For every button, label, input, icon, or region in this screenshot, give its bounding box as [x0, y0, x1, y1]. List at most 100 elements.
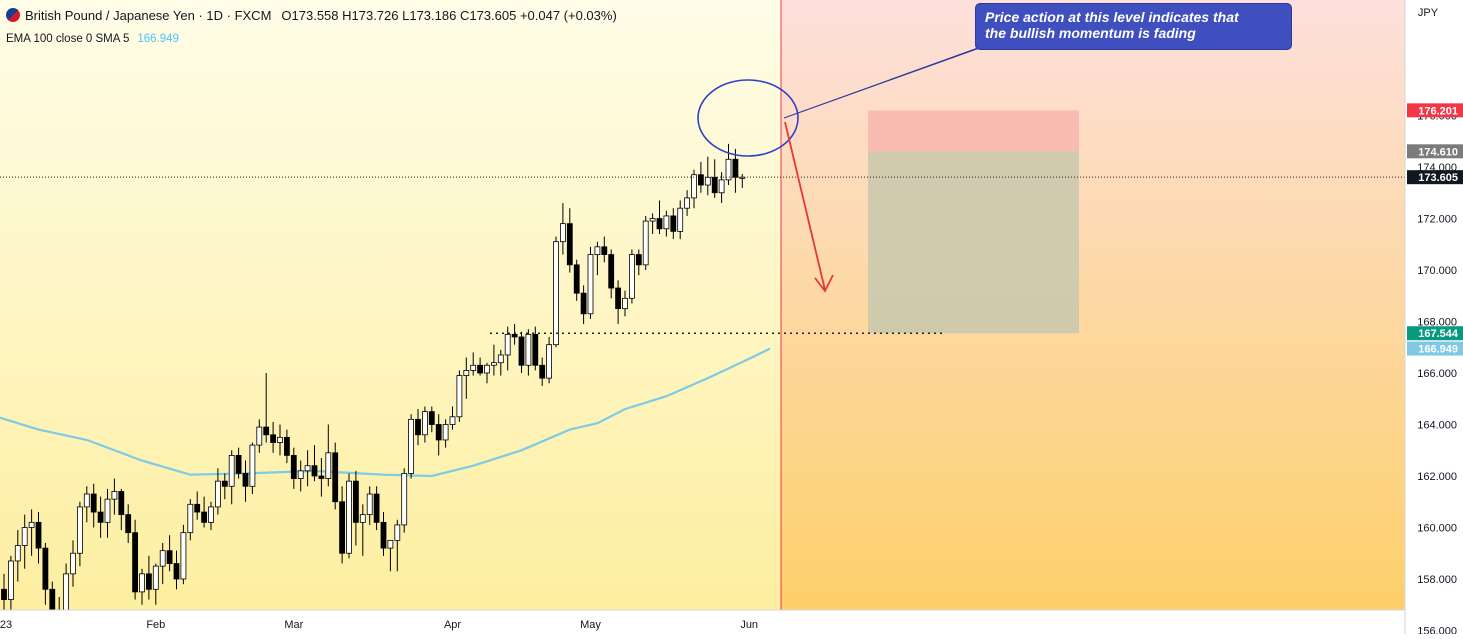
candle[interactable]: [573, 259, 580, 301]
candle[interactable]: [373, 486, 380, 531]
candle[interactable]: [139, 568, 145, 605]
candle[interactable]: [70, 540, 76, 587]
candle[interactable]: [504, 326, 511, 371]
price-tag[interactable]: [1407, 326, 1463, 341]
candle[interactable]: [180, 524, 187, 585]
candle[interactable]: [166, 535, 173, 572]
candle[interactable]: [221, 473, 228, 500]
candle[interactable]: [42, 542, 49, 605]
candle[interactable]: [442, 419, 449, 448]
candle[interactable]: [497, 349, 504, 376]
candle[interactable]: [415, 409, 421, 446]
candle[interactable]: [214, 468, 221, 515]
candle[interactable]: [339, 486, 346, 564]
candle[interactable]: [677, 200, 684, 240]
candle[interactable]: [380, 512, 387, 556]
candle[interactable]: [629, 249, 635, 304]
candle[interactable]: [518, 331, 525, 373]
annotation-callout[interactable]: Price action at this level indicates tha…: [975, 3, 1292, 50]
candle[interactable]: [615, 280, 621, 325]
candle[interactable]: [546, 336, 552, 384]
candle[interactable]: [97, 496, 104, 538]
ema-100-line[interactable]: [0, 347, 771, 478]
candle[interactable]: [90, 483, 97, 528]
candle[interactable]: [118, 488, 125, 531]
candle[interactable]: [456, 370, 463, 422]
candle[interactable]: [14, 530, 21, 582]
candle[interactable]: [125, 504, 132, 543]
symbol-title[interactable]: British Pound / Japanese Yen · 1D · FXCM: [25, 8, 272, 23]
candle[interactable]: [725, 143, 732, 186]
candle[interactable]: [256, 419, 263, 453]
candle[interactable]: [318, 457, 325, 497]
candle[interactable]: [111, 478, 118, 515]
candle[interactable]: [622, 290, 628, 317]
candle[interactable]: [553, 236, 559, 348]
candle[interactable]: [104, 488, 111, 538]
candle[interactable]: [642, 215, 649, 270]
candle[interactable]: [201, 496, 208, 528]
candle[interactable]: [325, 424, 332, 487]
candle[interactable]: [525, 329, 532, 376]
candle[interactable]: [277, 424, 283, 456]
candle[interactable]: [421, 406, 428, 443]
candle[interactable]: [152, 563, 159, 605]
candle[interactable]: [691, 169, 697, 209]
candle[interactable]: [532, 326, 539, 371]
candle[interactable]: [270, 421, 277, 453]
candle[interactable]: [304, 450, 311, 487]
candle[interactable]: [352, 470, 359, 546]
candle[interactable]: [580, 285, 587, 325]
candle[interactable]: [511, 324, 518, 345]
candle[interactable]: [346, 473, 352, 559]
candle[interactable]: [477, 357, 484, 376]
candle[interactable]: [704, 156, 711, 196]
candle[interactable]: [228, 450, 235, 505]
candle[interactable]: [332, 442, 339, 510]
indicator-legend[interactable]: EMA 100 close 0 SMA 5 166.949: [6, 33, 179, 45]
candle[interactable]: [366, 486, 373, 525]
price-tag[interactable]: [1407, 144, 1463, 159]
candle[interactable]: [484, 362, 490, 384]
candle[interactable]: [560, 203, 566, 255]
candle[interactable]: [28, 509, 35, 556]
down-arrow-line[interactable]: [784, 121, 826, 291]
candle[interactable]: [539, 357, 546, 386]
candle[interactable]: [428, 406, 435, 433]
candle[interactable]: [566, 208, 573, 273]
candle[interactable]: [435, 414, 442, 456]
candle[interactable]: [408, 414, 415, 479]
candle[interactable]: [194, 491, 201, 520]
time-axis[interactable]: [0, 610, 1405, 634]
candle[interactable]: [235, 447, 242, 479]
candle[interactable]: [21, 514, 28, 569]
candle[interactable]: [242, 460, 249, 502]
candle[interactable]: [1, 573, 7, 610]
candle[interactable]: [283, 429, 290, 464]
candle[interactable]: [587, 246, 594, 319]
candle[interactable]: [394, 519, 401, 572]
candle[interactable]: [463, 357, 470, 399]
candle[interactable]: [490, 344, 497, 376]
candle[interactable]: [594, 241, 601, 276]
candle[interactable]: [35, 512, 42, 564]
candle[interactable]: [77, 501, 83, 567]
candle[interactable]: [635, 249, 642, 276]
candle[interactable]: [290, 447, 297, 489]
price-tag[interactable]: [1407, 103, 1463, 118]
candle[interactable]: [470, 352, 477, 376]
candle[interactable]: [670, 208, 677, 240]
price-tag[interactable]: [1407, 170, 1463, 185]
candle[interactable]: [83, 486, 90, 523]
candle[interactable]: [401, 468, 408, 533]
candle[interactable]: [663, 210, 670, 237]
candle[interactable]: [359, 504, 366, 556]
candle[interactable]: [684, 190, 690, 216]
candle[interactable]: [739, 174, 746, 188]
candle[interactable]: [387, 539, 394, 572]
candle[interactable]: [132, 519, 139, 600]
candle[interactable]: [608, 249, 615, 299]
candle[interactable]: [145, 555, 152, 600]
